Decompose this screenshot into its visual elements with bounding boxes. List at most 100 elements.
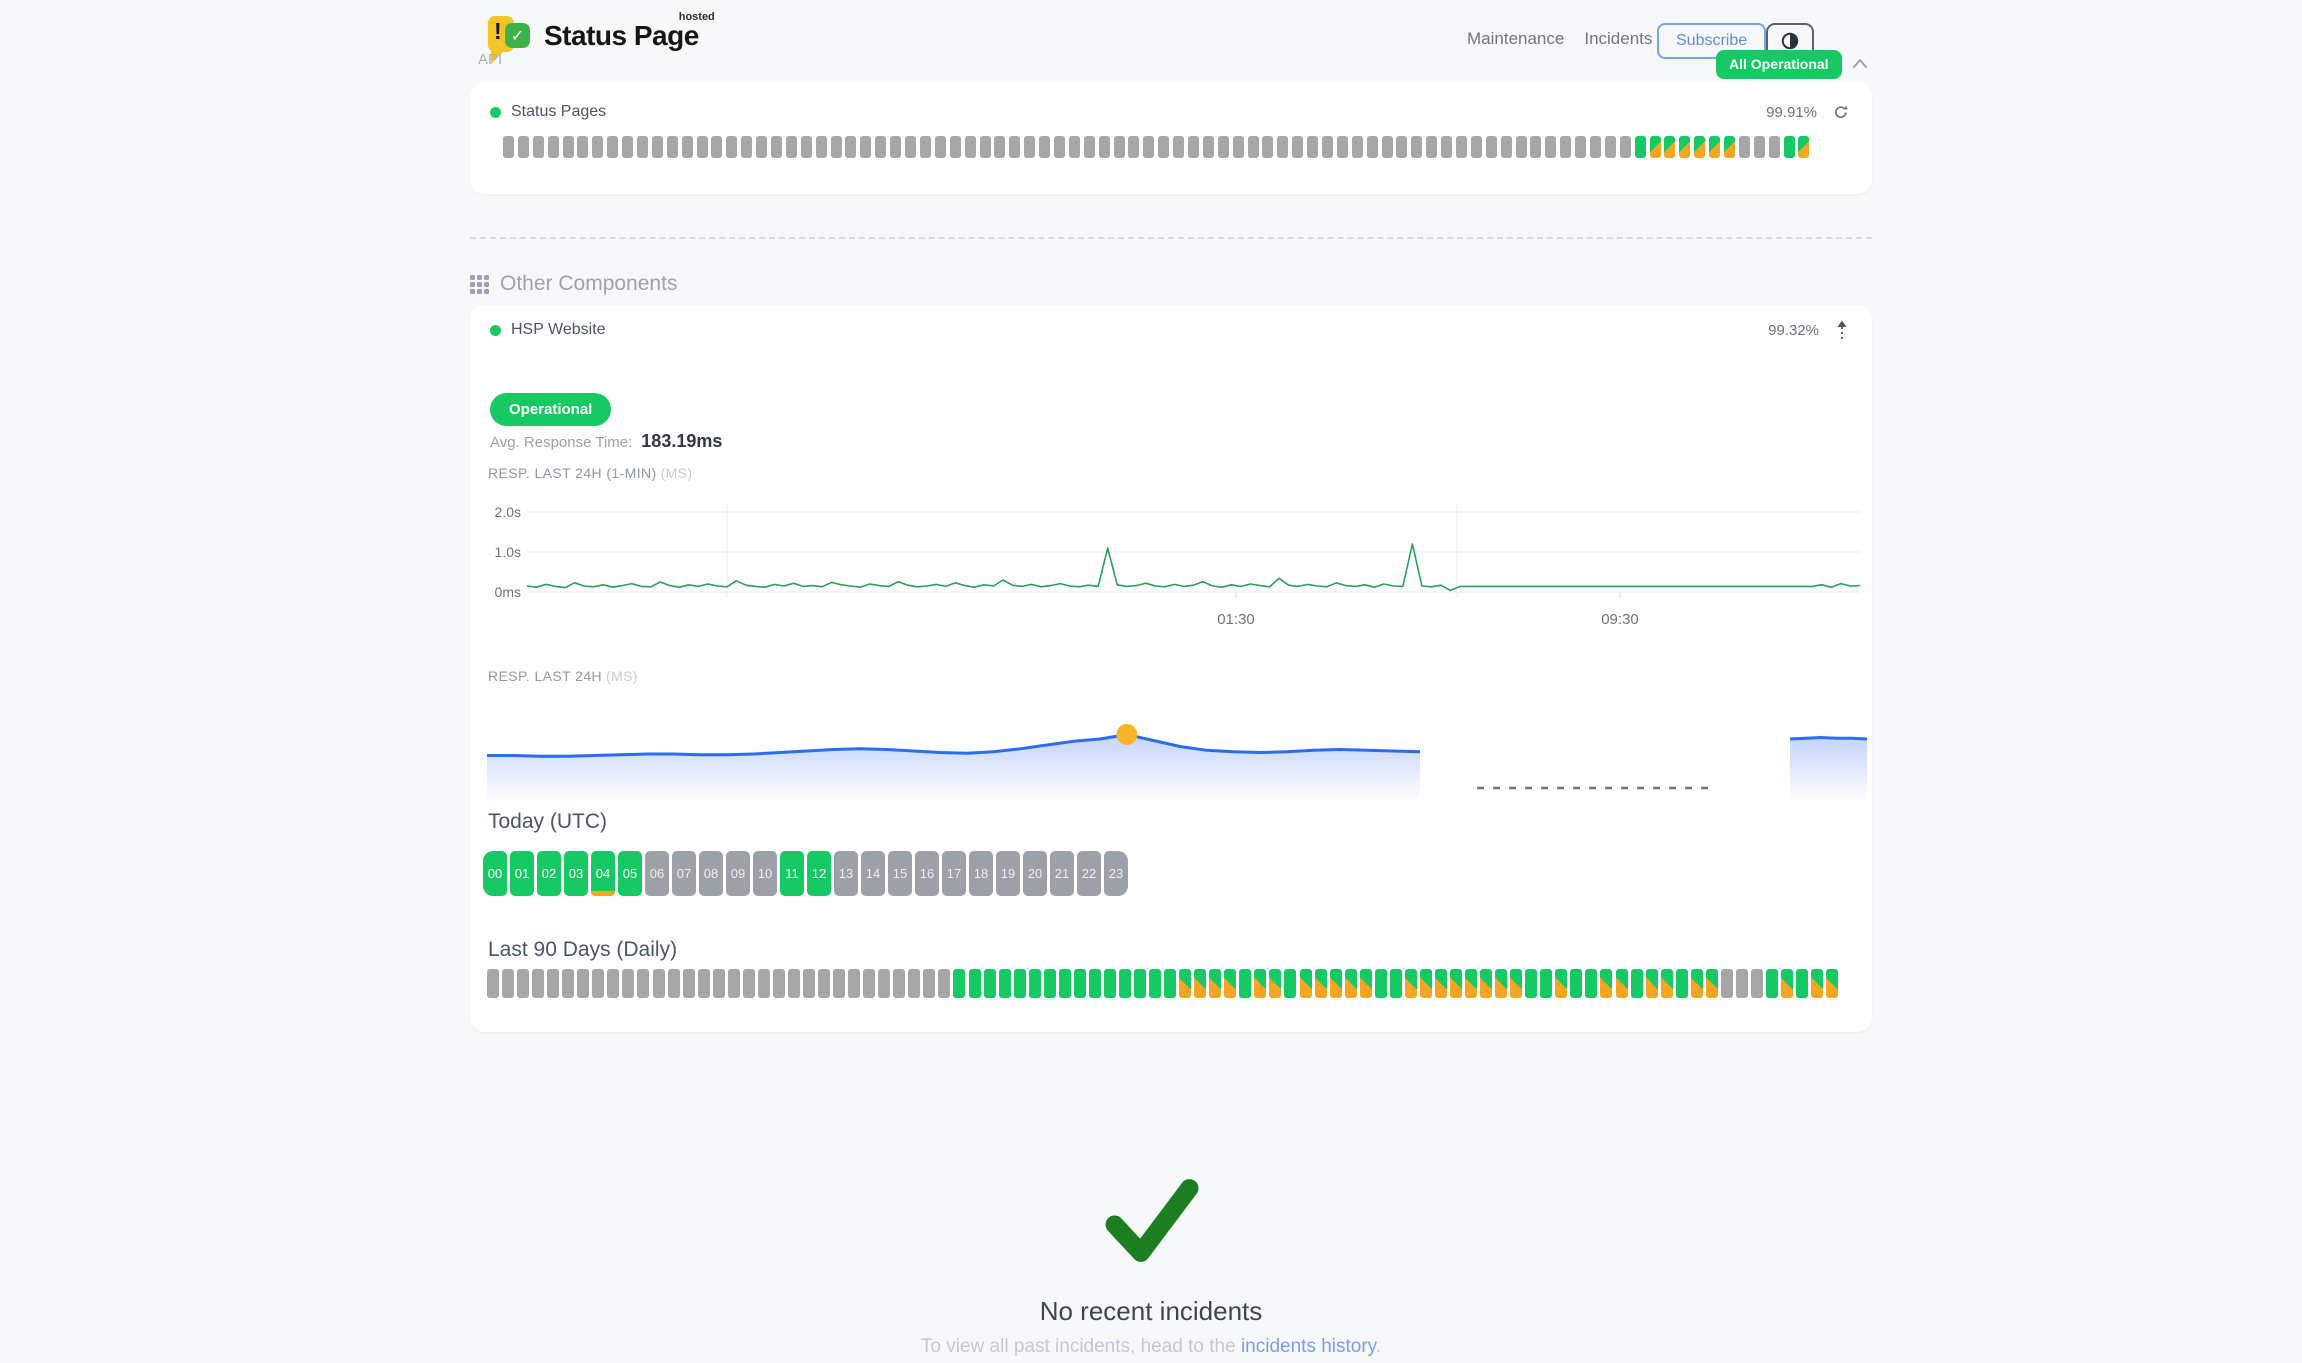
- uptime-bar[interactable]: [949, 136, 961, 158]
- day-bar[interactable]: [863, 969, 876, 998]
- uptime-bar[interactable]: [607, 136, 619, 158]
- uptime-bar[interactable]: [1187, 136, 1199, 158]
- day-bar[interactable]: [938, 969, 951, 998]
- day-bar[interactable]: [1013, 969, 1026, 998]
- uptime-bar[interactable]: [592, 136, 604, 158]
- day-bar[interactable]: [1043, 969, 1056, 998]
- uptime-bar[interactable]: [562, 136, 574, 158]
- day-bar[interactable]: [787, 969, 800, 998]
- day-bar[interactable]: [1495, 969, 1508, 998]
- day-bar[interactable]: [1645, 969, 1658, 998]
- nav-link-maintenance[interactable]: Maintenance: [1467, 29, 1565, 48]
- day-bar[interactable]: [1615, 969, 1628, 998]
- day-bar[interactable]: [622, 969, 635, 998]
- uptime-bar[interactable]: [711, 136, 723, 158]
- day-bar[interactable]: [502, 969, 515, 998]
- uptime-bar[interactable]: [1173, 136, 1185, 158]
- day-bar[interactable]: [1389, 969, 1402, 998]
- hour-cell-15[interactable]: 15: [888, 851, 912, 896]
- day-bar[interactable]: [1073, 969, 1086, 998]
- day-bar[interactable]: [908, 969, 921, 998]
- uptime-bar[interactable]: [1277, 136, 1289, 158]
- day-bar[interactable]: [1224, 969, 1237, 998]
- day-bar[interactable]: [1118, 969, 1131, 998]
- uptime-bar[interactable]: [1575, 136, 1587, 158]
- uptime-bar[interactable]: [1039, 136, 1051, 158]
- uptime-bar[interactable]: [1009, 136, 1021, 158]
- hour-cell-09[interactable]: 09: [726, 851, 750, 896]
- uptime-bar[interactable]: [1545, 136, 1557, 158]
- day-bar[interactable]: [968, 969, 981, 998]
- day-bar[interactable]: [1480, 969, 1493, 998]
- hour-cell-21[interactable]: 21: [1050, 851, 1074, 896]
- day-bar[interactable]: [1344, 969, 1357, 998]
- hour-cell-04[interactable]: 04: [591, 851, 615, 896]
- uptime-bar[interactable]: [547, 136, 559, 158]
- day-bar[interactable]: [1134, 969, 1147, 998]
- resp-1min-chart[interactable]: 2.0s 1.0s 0ms 01:30 09:30: [487, 500, 1866, 635]
- day-bar[interactable]: [1765, 969, 1778, 998]
- day-bar[interactable]: [1164, 969, 1177, 998]
- uptime-bar[interactable]: [1619, 136, 1631, 158]
- uptime-bar[interactable]: [1515, 136, 1527, 158]
- uptime-bar[interactable]: [1053, 136, 1065, 158]
- day-bar[interactable]: [1103, 969, 1116, 998]
- day-bar[interactable]: [998, 969, 1011, 998]
- uptime-bar[interactable]: [517, 136, 529, 158]
- uptime-bar[interactable]: [1411, 136, 1423, 158]
- uptime-bar[interactable]: [1083, 136, 1095, 158]
- uptime-bar[interactable]: [1634, 136, 1646, 158]
- uptime-bar[interactable]: [1247, 136, 1259, 158]
- day-bar[interactable]: [1269, 969, 1282, 998]
- uptime-bar[interactable]: [934, 136, 946, 158]
- uptime-bar[interactable]: [1158, 136, 1170, 158]
- uptime-bar[interactable]: [1456, 136, 1467, 158]
- uptime-bar[interactable]: [994, 136, 1006, 158]
- uptime-bar[interactable]: [1143, 136, 1155, 158]
- uptime-bar[interactable]: [1262, 136, 1274, 158]
- hour-cell-08[interactable]: 08: [699, 851, 723, 896]
- day-bar[interactable]: [1088, 969, 1101, 998]
- uptime-bar[interactable]: [532, 136, 544, 158]
- uptime-bar[interactable]: [681, 136, 693, 158]
- day-bar[interactable]: [727, 969, 740, 998]
- uptime-bar[interactable]: [1292, 136, 1304, 158]
- day-bar[interactable]: [893, 969, 906, 998]
- uptime-bar[interactable]: [1321, 136, 1333, 158]
- uptime-bar[interactable]: [771, 136, 783, 158]
- day-bar[interactable]: [1781, 969, 1794, 998]
- uptime-bar[interactable]: [1664, 136, 1676, 158]
- uptime-bar[interactable]: [875, 136, 887, 158]
- uptime-bar[interactable]: [905, 136, 917, 158]
- uptime-bar[interactable]: [1366, 136, 1378, 158]
- day-bar[interactable]: [1028, 969, 1041, 998]
- day-bar[interactable]: [637, 969, 650, 998]
- uptime-bar[interactable]: [1202, 136, 1214, 158]
- day-bar[interactable]: [1329, 969, 1342, 998]
- day-bar[interactable]: [667, 969, 680, 998]
- day-bar[interactable]: [697, 969, 710, 998]
- uptime-bar[interactable]: [1485, 136, 1497, 158]
- uptime-bar[interactable]: [577, 136, 589, 158]
- refresh-icon[interactable]: [1832, 103, 1850, 121]
- day-bar[interactable]: [1149, 969, 1162, 998]
- uptime-bar[interactable]: [979, 136, 991, 158]
- hour-cell-22[interactable]: 22: [1077, 851, 1101, 896]
- uptime-bar[interactable]: [1709, 136, 1721, 158]
- hour-cell-19[interactable]: 19: [996, 851, 1020, 896]
- hour-cell-10[interactable]: 10: [753, 851, 777, 896]
- hour-cell-01[interactable]: 01: [510, 851, 534, 896]
- incidents-history-link[interactable]: incidents history: [1240, 1336, 1376, 1357]
- uptime-bar[interactable]: [666, 136, 678, 158]
- day-bar[interactable]: [1058, 969, 1071, 998]
- hour-cell-12[interactable]: 12: [807, 851, 831, 896]
- collapse-chevron-icon[interactable]: [1850, 54, 1870, 74]
- uptime-bar[interactable]: [1649, 136, 1661, 158]
- uptime-bar[interactable]: [1336, 136, 1348, 158]
- day-bar[interactable]: [1690, 969, 1703, 998]
- uptime-bar[interactable]: [1470, 136, 1482, 158]
- day-bar[interactable]: [592, 969, 605, 998]
- nav-link-incidents[interactable]: Incidents: [1584, 29, 1653, 48]
- uptime-bar[interactable]: [815, 136, 827, 158]
- day-bar[interactable]: [1194, 969, 1207, 998]
